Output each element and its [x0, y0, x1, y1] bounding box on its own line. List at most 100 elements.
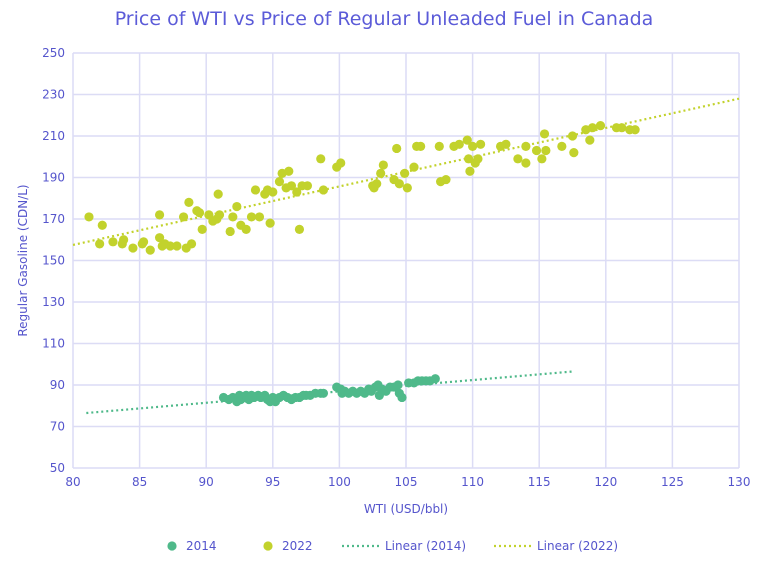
data-point-2014: [393, 380, 403, 390]
data-point-2022: [617, 123, 627, 133]
data-point-2022: [254, 212, 265, 222]
x-tick-label: 85: [132, 475, 147, 489]
x-tick-label: 125: [661, 475, 684, 489]
x-tick-label: 120: [594, 475, 617, 489]
data-point-2022: [246, 212, 257, 222]
data-point-2022: [154, 210, 165, 220]
data-point-2022: [165, 241, 175, 251]
data-point-2022: [186, 239, 197, 249]
data-point-2022: [537, 154, 547, 164]
data-point-2022: [84, 212, 94, 222]
data-point-2022: [569, 148, 579, 158]
data-point-2022: [378, 160, 388, 170]
data-point-2022: [294, 224, 305, 234]
data-point-2022: [178, 212, 189, 222]
y-tick-label: 70: [50, 420, 65, 434]
x-tick-label: 100: [328, 475, 351, 489]
data-point-2022: [464, 154, 474, 164]
y-tick-label: 90: [50, 378, 65, 392]
data-point-2022: [194, 208, 205, 218]
data-point-2022: [409, 162, 419, 172]
data-point-2022: [462, 135, 472, 145]
y-axis-label: Regular Gasoline (CDN/L): [16, 184, 30, 336]
data-point-2022: [475, 139, 486, 149]
data-point-2022: [213, 189, 223, 199]
data-point-2022: [268, 187, 278, 197]
data-point-2022: [302, 181, 313, 191]
data-point-2022: [521, 141, 531, 151]
legend-label: Linear (2022): [537, 539, 618, 553]
data-point-2022: [473, 154, 483, 164]
data-point-2022: [241, 224, 251, 234]
data-point-2022: [521, 158, 531, 168]
y-tick-label: 230: [42, 88, 65, 102]
data-point-2022: [184, 197, 194, 207]
x-tick-label: 105: [395, 475, 418, 489]
data-point-2022: [286, 181, 297, 191]
data-point-2022: [630, 125, 640, 135]
data-point-2022: [539, 129, 550, 139]
data-point-2022: [531, 145, 542, 156]
y-tick-label: 130: [42, 295, 65, 309]
data-point-2022: [318, 185, 329, 195]
data-point-2022: [595, 121, 606, 131]
x-axis-label: WTI (USD/bbl): [364, 502, 448, 516]
data-point-2014: [397, 392, 407, 403]
data-point-2022: [468, 141, 478, 151]
chart-title: Price of WTI vs Price of Regular Unleade…: [114, 8, 654, 30]
data-point-2014: [430, 374, 440, 384]
trendline: [86, 370, 573, 415]
data-point-2022: [372, 179, 382, 189]
legend-marker-2022: [263, 541, 273, 551]
data-point-2022: [128, 243, 138, 253]
data-point-2022: [228, 212, 238, 222]
data-point-2022: [394, 179, 404, 189]
y-tick-label: 210: [42, 129, 65, 143]
data-point-2022: [265, 218, 275, 228]
data-point-2022: [402, 183, 412, 193]
x-tick-label: 90: [199, 475, 214, 489]
data-point-2022: [97, 220, 107, 230]
y-tick-label: 150: [42, 254, 65, 268]
data-point-2014: [318, 388, 329, 398]
data-point-2022: [284, 166, 294, 176]
data-point-2022: [400, 168, 410, 178]
data-point-2022: [274, 177, 285, 187]
data-point-2022: [541, 145, 551, 156]
y-tick-label: 190: [42, 171, 65, 185]
data-point-2022: [513, 154, 523, 164]
y-tick-label: 50: [50, 461, 65, 475]
legend-label: 2022: [282, 539, 313, 553]
data-point-2022: [454, 139, 464, 149]
data-point-2022: [416, 141, 426, 151]
data-point-2022: [316, 154, 326, 164]
data-point-2022: [292, 187, 302, 197]
x-tick-label: 110: [461, 475, 484, 489]
data-point-2022: [172, 241, 182, 251]
data-point-2022: [108, 237, 118, 247]
x-tick-label: 115: [528, 475, 551, 489]
data-point-2022: [587, 123, 598, 133]
data-point-2022: [392, 143, 402, 154]
data-point-2022: [465, 166, 475, 176]
data-point-2022: [501, 139, 511, 149]
data-point-2022: [145, 245, 155, 255]
y-tick-label: 110: [42, 337, 65, 351]
data-point-2022: [434, 141, 444, 151]
data-point-2022: [225, 226, 235, 237]
data-point-2022: [138, 237, 149, 247]
legend-marker-2014: [167, 541, 177, 551]
x-tick-label: 80: [65, 475, 80, 489]
data-point-2022: [214, 210, 225, 220]
data-point-2022: [441, 174, 451, 185]
data-point-2022: [567, 131, 578, 141]
y-tick-label: 250: [42, 46, 65, 60]
data-point-2022: [557, 141, 567, 151]
y-tick-label: 170: [42, 212, 65, 226]
data-point-2022: [119, 235, 129, 245]
legend-label: 2014: [186, 539, 217, 553]
data-point-2022: [95, 239, 105, 249]
data-point-2022: [336, 158, 346, 168]
legend-label: Linear (2014): [385, 539, 466, 553]
